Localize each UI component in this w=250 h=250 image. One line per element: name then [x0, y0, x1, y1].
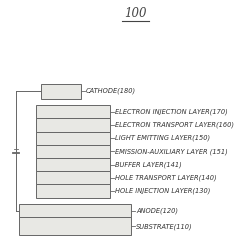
- Text: HOLE INJECTION LAYER(130): HOLE INJECTION LAYER(130): [115, 188, 210, 194]
- Bar: [36, 171, 110, 184]
- Bar: [36, 145, 110, 158]
- Bar: [36, 105, 110, 118]
- Bar: [36, 132, 110, 145]
- Bar: [36, 118, 110, 132]
- Text: ANODE(120): ANODE(120): [136, 208, 178, 214]
- Text: SUBSTRATE(110): SUBSTRATE(110): [136, 223, 193, 230]
- Bar: [36, 158, 110, 171]
- Text: 100: 100: [124, 6, 147, 20]
- Text: HOLE TRANSPORT LAYER(140): HOLE TRANSPORT LAYER(140): [115, 174, 216, 181]
- Bar: [19, 217, 131, 236]
- Text: LIGHT EMITTING LAYER(150): LIGHT EMITTING LAYER(150): [115, 135, 210, 141]
- Text: ELECTRON TRANSPORT LAYER(160): ELECTRON TRANSPORT LAYER(160): [115, 122, 234, 128]
- Text: ELECTRON INJECTION LAYER(170): ELECTRON INJECTION LAYER(170): [115, 108, 228, 115]
- Bar: [40, 84, 81, 99]
- Text: CATHODE(180): CATHODE(180): [86, 88, 136, 94]
- Bar: [19, 204, 131, 217]
- Text: BUFFER LAYER(141): BUFFER LAYER(141): [115, 161, 182, 168]
- Text: EMISSION-AUXILIARY LAYER (151): EMISSION-AUXILIARY LAYER (151): [115, 148, 228, 154]
- Bar: [36, 184, 110, 198]
